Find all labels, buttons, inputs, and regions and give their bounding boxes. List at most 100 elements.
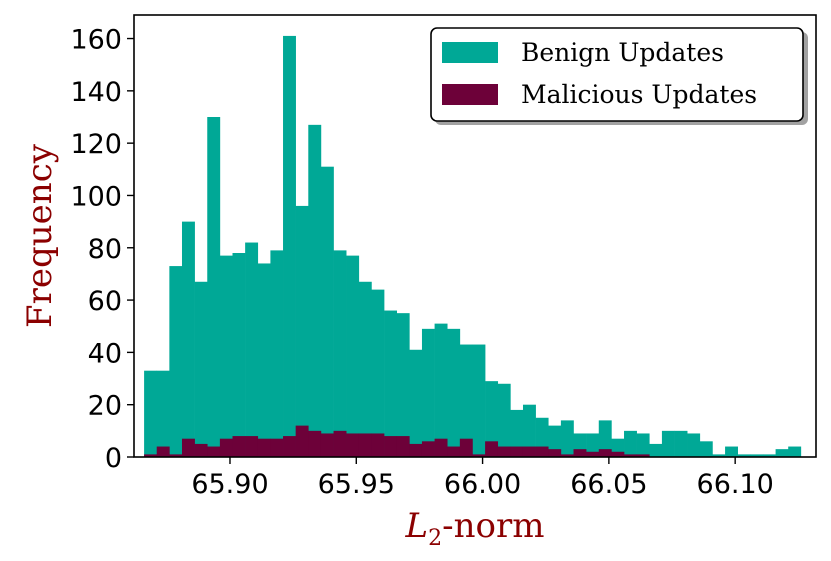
x-axis-title-suffix: -norm <box>442 506 544 546</box>
malicious-bar <box>156 446 170 457</box>
plot-frame <box>133 14 817 458</box>
malicious-bar <box>485 441 499 457</box>
x-tick-label: 66.05 <box>570 469 647 500</box>
benign-bar <box>447 328 461 457</box>
benign-bars <box>144 35 802 458</box>
benign-bar <box>156 370 170 457</box>
malicious-bar <box>207 446 221 457</box>
benign-bar <box>308 124 322 457</box>
malicious-bars <box>144 425 650 457</box>
benign-bar <box>510 409 524 457</box>
y-tick-label: 160 <box>70 25 122 56</box>
benign-bar <box>725 446 738 457</box>
x-axis-title-subscript: 2 <box>428 526 442 551</box>
benign-bar <box>194 281 208 457</box>
benign-bar <box>384 310 397 457</box>
malicious-bar <box>396 436 410 457</box>
benign-bar <box>459 344 473 457</box>
legend-box <box>430 27 804 122</box>
malicious-bar <box>573 449 587 457</box>
malicious-bar <box>624 454 637 457</box>
malicious-bar <box>232 436 246 457</box>
malicious-bar <box>295 425 309 457</box>
benign-bar <box>674 430 688 457</box>
benign-bar <box>283 35 296 458</box>
legend-swatch-malicious <box>442 84 498 105</box>
x-tick-label: 65.90 <box>191 469 268 500</box>
malicious-bar <box>611 451 625 457</box>
malicious-bar <box>181 438 195 457</box>
benign-bar <box>409 349 423 457</box>
x-tick-label: 66.00 <box>444 469 521 500</box>
malicious-bar <box>358 433 372 457</box>
benign-bar <box>598 420 612 457</box>
malicious-bar <box>560 454 574 457</box>
y-axis-ticks: 0 20 40 60 80 100 120 140 160 <box>70 25 134 474</box>
x-tick-label: 65.95 <box>318 469 395 500</box>
x-axis-ticks: 65.90 65.95 66.00 66.05 66.10 <box>191 457 774 500</box>
benign-bar <box>687 433 701 457</box>
malicious-bar <box>384 436 397 457</box>
benign-bar <box>371 289 385 457</box>
malicious-bar <box>421 441 435 457</box>
malicious-bar <box>447 446 461 457</box>
x-tick-label: 66.10 <box>697 469 774 500</box>
benign-bar <box>485 381 499 457</box>
malicious-bar <box>283 436 296 457</box>
benign-bar <box>219 255 233 457</box>
malicious-bar <box>308 430 322 457</box>
benign-bar <box>762 454 776 457</box>
benign-bar <box>333 250 347 457</box>
y-tick-label: 140 <box>70 77 122 108</box>
malicious-bar <box>169 454 183 457</box>
malicious-bar <box>219 438 233 457</box>
y-tick-label: 0 <box>105 443 122 474</box>
malicious-bar <box>586 451 600 457</box>
benign-bar <box>232 253 246 457</box>
benign-bar <box>295 205 309 457</box>
benign-bar <box>320 166 334 457</box>
benign-bar <box>788 446 802 457</box>
benign-bar <box>358 281 372 457</box>
benign-bar <box>750 454 764 457</box>
malicious-bar <box>346 433 360 457</box>
benign-bar <box>421 328 435 457</box>
malicious-bar <box>548 449 562 457</box>
malicious-bar <box>472 454 486 457</box>
legend: Benign Updates Malicious Updates <box>430 27 808 125</box>
benign-bar <box>699 441 713 457</box>
benign-bar <box>737 454 751 457</box>
malicious-bar <box>636 454 650 457</box>
y-tick-label: 80 <box>88 234 122 265</box>
x-axis-title: L2-norm <box>405 506 545 551</box>
malicious-bar <box>333 430 347 457</box>
y-axis-title: Frequency <box>20 143 60 328</box>
malicious-bar <box>510 446 524 457</box>
benign-bar <box>624 430 637 457</box>
benign-bar <box>396 313 410 457</box>
benign-bar <box>649 443 663 457</box>
x-axis-title-symbol: L <box>405 506 429 546</box>
malicious-bar <box>194 443 208 457</box>
benign-bar <box>207 117 221 457</box>
malicious-bar <box>598 449 612 457</box>
malicious-bar <box>245 436 259 457</box>
benign-bar <box>144 370 158 457</box>
benign-bar <box>434 323 448 457</box>
malicious-bar <box>144 454 158 457</box>
malicious-bar <box>257 438 271 457</box>
legend-label-malicious: Malicious Updates <box>521 80 757 109</box>
benign-bar <box>586 433 600 457</box>
benign-bar <box>712 454 726 457</box>
benign-bar <box>636 433 650 457</box>
benign-bar <box>181 221 195 457</box>
benign-bar <box>472 344 486 457</box>
benign-bar <box>661 430 675 457</box>
malicious-bar <box>409 443 423 457</box>
y-tick-label: 120 <box>70 129 122 160</box>
malicious-bar <box>459 438 473 457</box>
benign-bar <box>775 449 789 457</box>
benign-bar <box>257 263 271 457</box>
malicious-bar <box>371 433 385 457</box>
